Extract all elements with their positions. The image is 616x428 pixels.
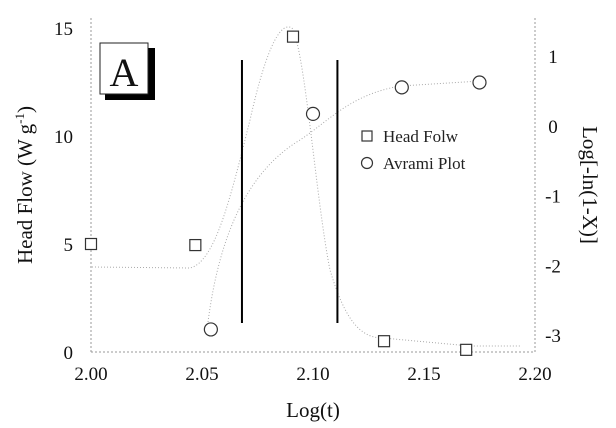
x-axis-title: Log(t) (286, 398, 340, 422)
avrami-point (203, 322, 218, 337)
y-left-tick-label: 0 (64, 343, 74, 364)
y-left-title-close: ) (13, 106, 37, 113)
x-tick-label: 2.15 (407, 364, 440, 385)
y-right-axis-title: Log[-ln(1-X)] (578, 126, 602, 244)
avrami-point (305, 106, 321, 121)
head-flow-point (286, 30, 300, 43)
legend-label-head-flow: Head Folw (383, 127, 459, 146)
y-left-title-main: Head Flow (W g (13, 123, 37, 264)
x-tick-label: 2.05 (185, 364, 218, 385)
x-tick-label: 2.00 (74, 364, 107, 385)
legend-square-icon (361, 130, 373, 142)
y-right-tick-label: -1 (545, 187, 561, 208)
heat-flow-fit-curve (91, 26, 520, 347)
y-left-title-sup: -1 (12, 113, 27, 124)
head-flow-point (460, 343, 473, 356)
heat-flow-markers (84, 30, 473, 356)
y-right-tick-label: 0 (548, 117, 558, 138)
y-right-tick-label: 1 (548, 47, 558, 68)
avrami-markers (203, 75, 487, 337)
avrami-fit-curve (207, 80, 481, 323)
avrami-point (394, 80, 409, 95)
head-flow-point (377, 335, 391, 348)
x-tick-label: 2.10 (296, 364, 329, 385)
region-lines (240, 60, 339, 323)
y-left-tick-label: 10 (54, 127, 73, 148)
legend-label-avrami: Avrami Plot (383, 154, 466, 173)
y-right-tick-labels: -3 -2 -1 0 1 (545, 47, 561, 347)
y-left-tick-label: 15 (54, 19, 73, 40)
y-right-tick-label: -3 (545, 326, 561, 347)
y-left-axis-title: Head Flow (W g-1) (12, 106, 37, 264)
y-left-tick-label: 5 (64, 235, 74, 256)
y-right-tick-label: -2 (545, 256, 561, 277)
head-flow-point (189, 238, 202, 252)
y-left-tick-labels: 0 5 10 15 (54, 19, 73, 364)
x-tick-label: 2.20 (518, 364, 551, 385)
x-tick-labels: 2.00 2.05 2.10 2.15 2.20 (74, 364, 551, 385)
panel-label-box (99, 42, 149, 95)
legend: Head Folw Avrami Plot (360, 127, 466, 173)
avrami-point (472, 75, 487, 90)
panel-label: A (110, 50, 139, 95)
head-flow-point (84, 237, 98, 251)
legend-circle-icon (360, 156, 374, 170)
